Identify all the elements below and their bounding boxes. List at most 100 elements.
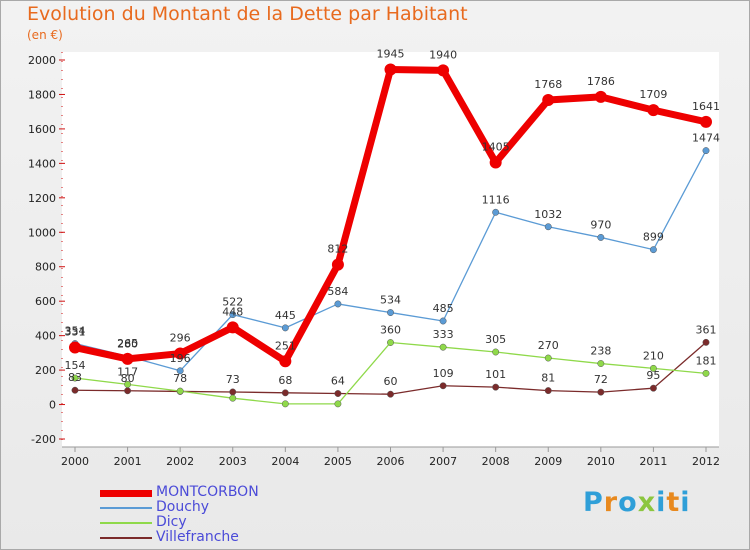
x-tick-label: 2008 [482,455,510,468]
data-label: 238 [590,345,611,358]
data-label: 80 [121,372,135,385]
y-tick-label: 1400 [28,157,56,170]
legend-label: Dicy [156,514,187,530]
data-label: 970 [590,218,611,231]
x-tick-label: 2002 [166,455,194,468]
data-point-montcorbon [384,63,397,76]
data-point-villefranche [702,338,710,346]
data-point-dicy [229,394,237,402]
data-label: 72 [594,373,608,386]
logo-letter: r [603,487,619,518]
data-point-montcorbon [174,347,187,360]
data-label: 361 [696,323,717,336]
data-point-montcorbon [331,258,344,271]
data-point-dicy [439,343,447,351]
data-point-dicy [124,380,132,388]
data-point-douchy [281,324,289,332]
data-point-dicy [387,339,394,346]
y-tick-label: 1000 [28,226,56,239]
data-label: 1405 [482,141,510,154]
logo-letter: t [666,487,681,518]
legend-label: Villefranche [156,529,239,545]
data-point-dicy [597,360,605,367]
data-point-montcorbon [489,156,502,169]
data-point-montcorbon [121,352,134,365]
legend-swatch [100,537,152,539]
proxiti-logo: Proxiti [583,487,691,518]
data-point-montcorbon [69,341,81,354]
data-label: 83 [68,371,82,384]
data-label: 522 [222,296,243,309]
chart-title: Evolution du Montant de la Dette par Hab… [27,3,468,25]
data-label: 1709 [639,88,667,101]
data-point-douchy [229,311,237,319]
data-point-douchy [387,309,394,317]
data-label: 360 [380,324,401,337]
x-tick-label: 2010 [587,455,615,468]
x-tick-label: 2005 [324,455,352,468]
legend-label: Douchy [156,499,210,515]
data-point-villefranche [387,390,394,398]
y-tick-label: 200 [35,364,56,377]
data-label: 81 [541,372,555,385]
data-label: 1641 [692,100,720,113]
data-point-villefranche [544,387,552,395]
data-point-dicy [71,374,79,382]
data-point-montcorbon [279,355,292,368]
data-label: 331 [65,326,86,339]
legend-swatch [100,507,152,509]
data-label: 280 [117,337,138,350]
x-tick-label: 2004 [271,455,299,468]
y-tick-label: 1800 [28,88,56,101]
data-point-montcorbon [226,321,239,334]
data-label: 265 [117,337,138,350]
data-point-villefranche [492,383,500,391]
data-point-dicy [334,400,342,408]
x-tick-label: 2003 [219,455,247,468]
data-point-montcorbon [542,93,555,106]
y-tick-label: 2000 [28,54,56,67]
data-label: 1032 [534,208,562,221]
data-label: 1786 [587,75,615,88]
data-label: 78 [173,372,187,385]
data-label: 95 [646,369,660,382]
y-tick-label: 400 [35,330,56,343]
logo-letter: P [583,487,604,518]
data-point-douchy [439,317,447,325]
data-point-dicy [492,348,500,356]
data-point-dicy [649,364,657,372]
y-tick-label: 1200 [28,192,56,205]
plot-area [62,52,719,447]
data-point-douchy [492,208,500,216]
data-label: 101 [485,368,506,381]
legend-item-montcorbon: MONTCORBON [100,484,340,500]
logo-letter: i [656,487,667,518]
data-label: 181 [696,354,717,367]
data-label: 1116 [482,193,510,206]
x-tick-label: 2001 [114,455,142,468]
data-label: 196 [170,352,191,365]
legend-item-douchy: Douchy [100,499,340,515]
data-point-douchy [544,223,552,231]
data-point-montcorbon [647,104,660,117]
data-label: 64 [331,375,345,388]
data-label: 60 [384,375,398,388]
x-tick-label: 2000 [61,455,89,468]
data-point-villefranche [124,387,132,395]
x-tick-label: 2007 [429,455,457,468]
x-tick-label: 2011 [639,455,667,468]
data-label: 1768 [534,78,562,91]
data-label: 485 [433,302,454,315]
logo-letter: i [680,487,691,518]
legend-label: MONTCORBON [156,484,259,500]
data-label: 296 [170,332,191,345]
data-point-douchy [702,147,710,155]
data-label: 68 [278,374,292,387]
data-point-douchy [649,246,657,254]
data-label: 109 [433,367,454,380]
data-label: 1474 [692,132,720,145]
x-tick-label: 2006 [377,455,405,468]
data-label: 584 [327,285,348,298]
data-point-villefranche [649,384,657,392]
